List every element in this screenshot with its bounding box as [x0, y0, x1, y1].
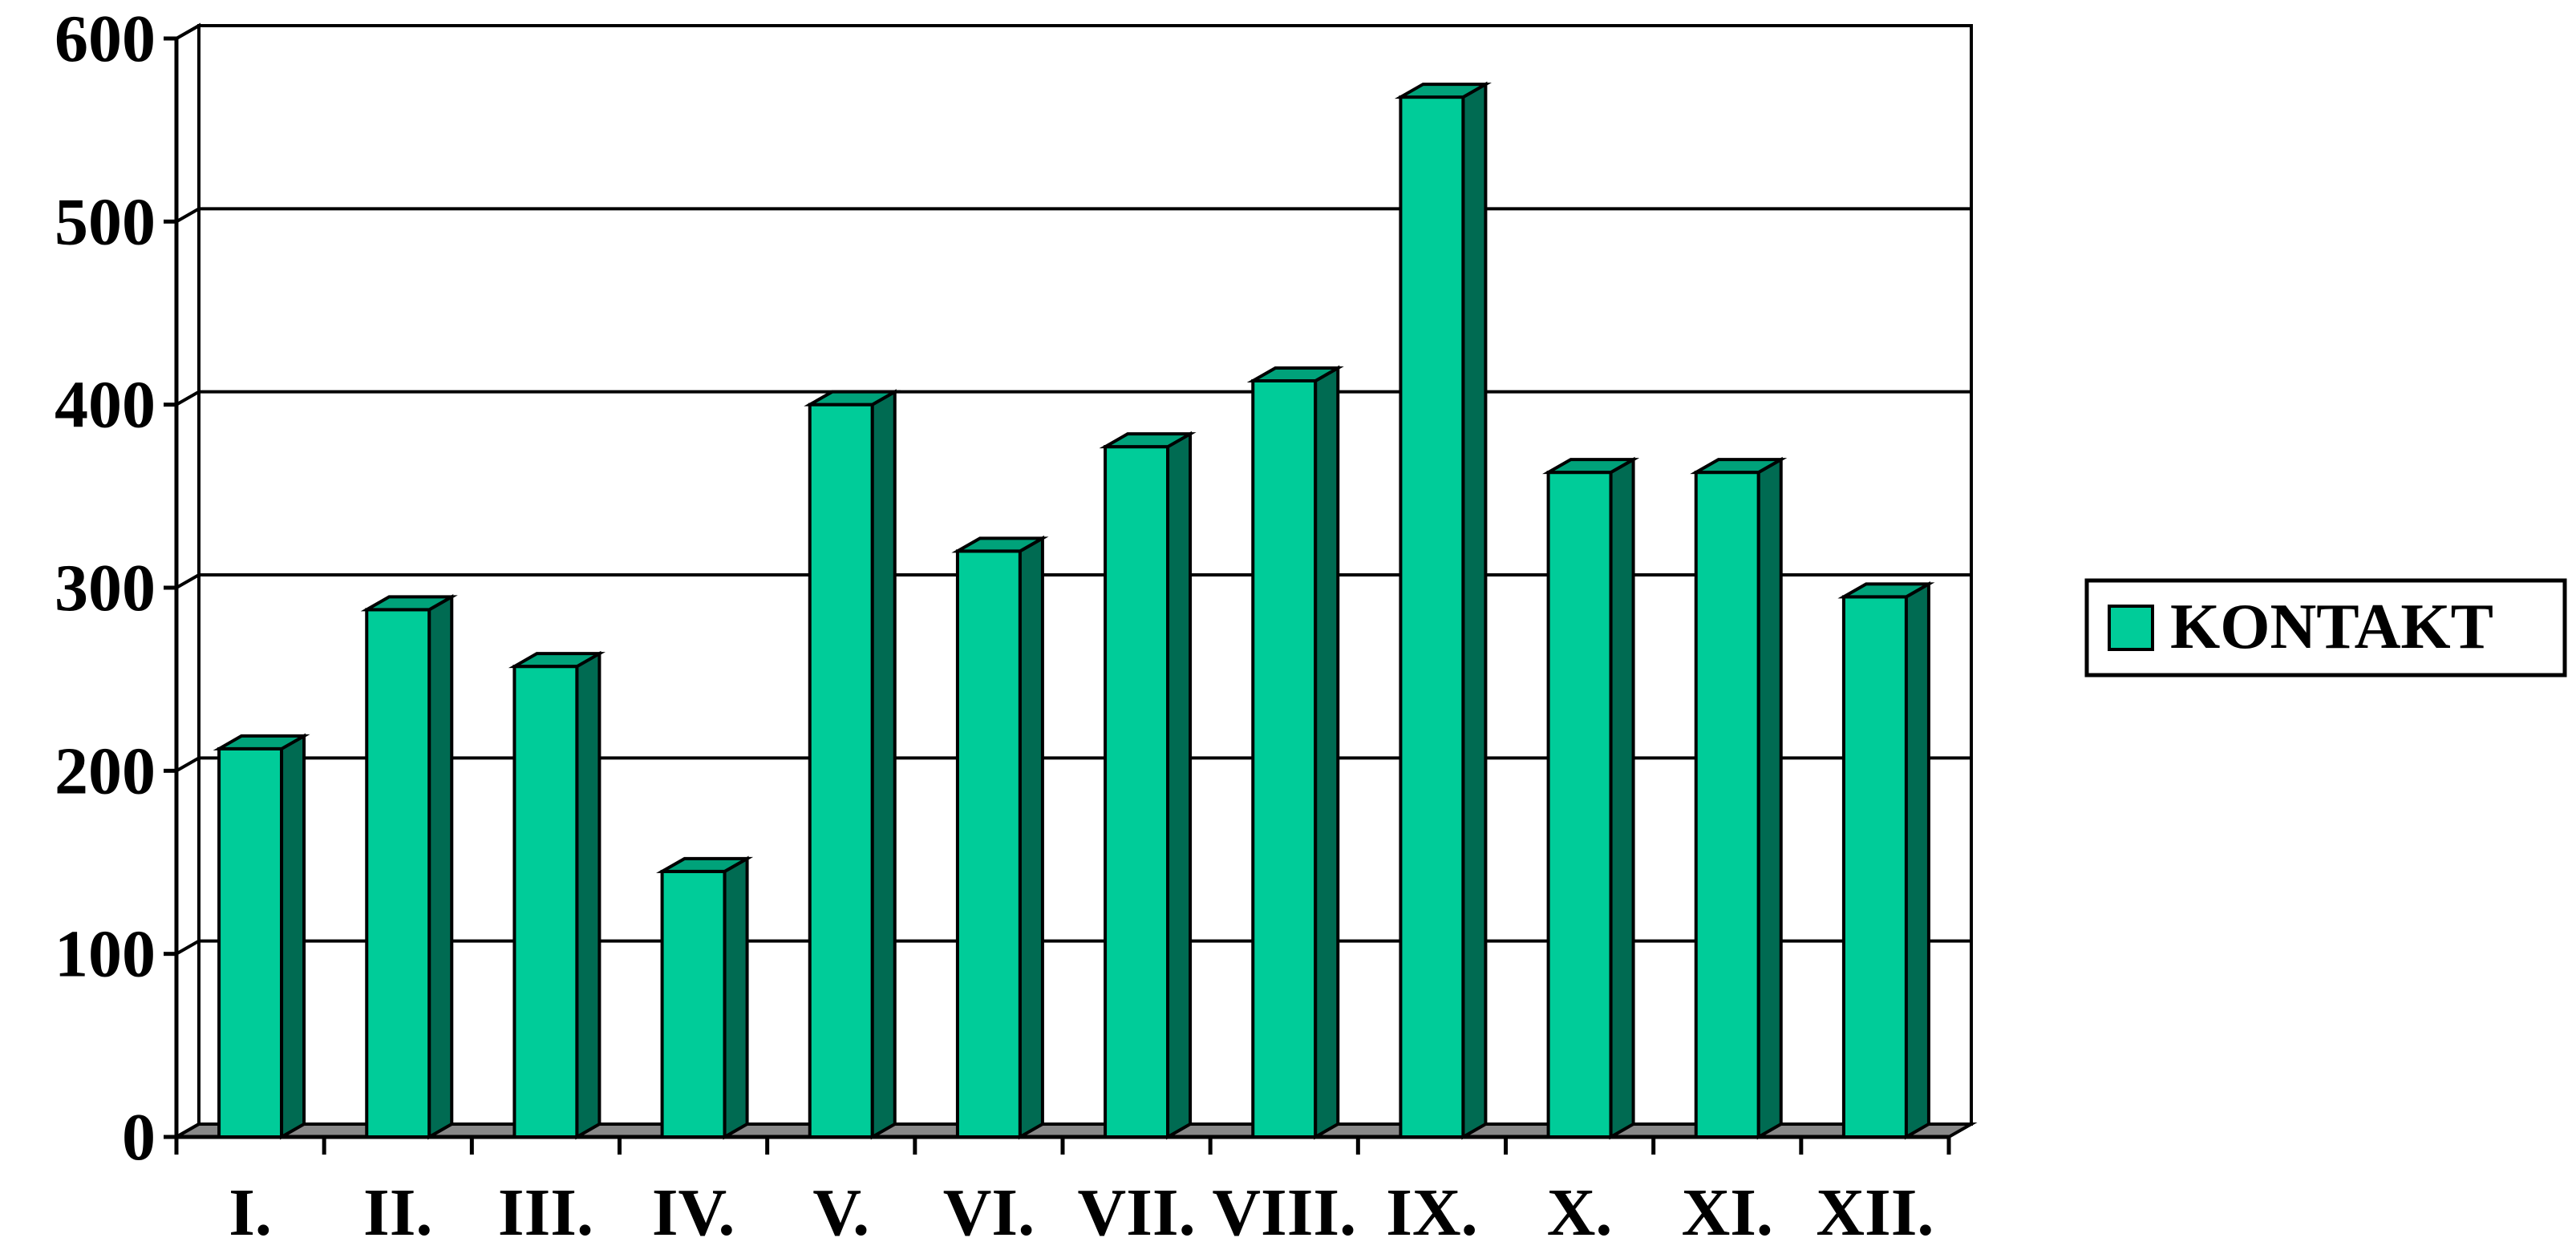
x-tick-label: IV.: [652, 1175, 735, 1250]
bar-top: [508, 652, 606, 669]
bar-front: [1251, 378, 1318, 1139]
bar-top: [1690, 458, 1788, 475]
bar-5: [804, 389, 901, 1140]
x-tick-label: VIII.: [1212, 1175, 1356, 1250]
x-tick-label: IX.: [1386, 1175, 1477, 1250]
wall-gridline: [176, 24, 200, 40]
bar-12: [1837, 580, 1935, 1140]
bar-side: [1166, 431, 1193, 1140]
bar-top: [1837, 582, 1935, 599]
bar-2: [360, 593, 458, 1140]
x-tick-label: V.: [812, 1175, 869, 1250]
bar-11: [1690, 456, 1788, 1140]
x-tick-label: II.: [363, 1175, 432, 1250]
y-tick-label: 500: [55, 184, 156, 259]
bar-front: [1104, 445, 1170, 1139]
bars: [213, 81, 1935, 1140]
bar-side: [870, 389, 897, 1140]
bar-3: [508, 650, 606, 1140]
bar-top: [213, 734, 310, 750]
bar-top: [1542, 458, 1640, 475]
bar-top: [656, 856, 754, 873]
bar-front: [365, 608, 431, 1139]
bar-4: [656, 856, 754, 1140]
bar-front: [512, 665, 579, 1139]
legend-box: [2084, 578, 2567, 678]
bar-front: [217, 746, 284, 1139]
wall-gridline: [176, 573, 200, 589]
bar-7: [1099, 431, 1197, 1140]
bar-front: [1841, 595, 1908, 1139]
bar-top: [360, 595, 458, 612]
y-axis-tick-labels: 0 100 200 300 400 500 600: [55, 2, 176, 1175]
bar-8: [1246, 365, 1344, 1140]
bar-top: [951, 536, 1049, 553]
bar-10: [1542, 456, 1640, 1140]
bar-top: [1099, 432, 1197, 449]
wall-gridline: [176, 939, 200, 956]
wall-gridline: [176, 207, 200, 224]
x-tick-label: I.: [229, 1175, 272, 1250]
wall-gridline: [176, 756, 200, 773]
x-tick-label: XII.: [1816, 1175, 1934, 1250]
bar-front: [808, 402, 874, 1139]
y-tick-label: 300: [55, 551, 156, 625]
bar-front: [1694, 471, 1760, 1139]
x-axis-tick-labels: I. II. III. IV. V. VI. VII. VIII. IX. X. XI. XII.: [174, 1137, 1951, 1250]
bar-top: [1394, 83, 1492, 99]
bar-front: [1546, 471, 1613, 1139]
x-tick-label: III.: [498, 1175, 593, 1250]
bar-side: [575, 650, 601, 1140]
bar-front: [660, 869, 727, 1139]
bar-side: [723, 856, 749, 1140]
bar-side: [280, 733, 306, 1140]
bar-6: [951, 535, 1049, 1140]
x-tick-label: VI.: [943, 1175, 1035, 1250]
legend-swatch: [2108, 605, 2154, 651]
legend-label-kontakt: KONTAKT: [2170, 592, 2493, 662]
bar-side: [1314, 365, 1340, 1140]
wall-gridline: [176, 390, 200, 407]
x-tick-label: VII.: [1078, 1175, 1196, 1250]
bar-front: [955, 549, 1022, 1139]
gridlines: [176, 24, 1971, 1139]
x-tick-label: X.: [1547, 1175, 1613, 1250]
y-tick-label: 600: [55, 2, 156, 76]
bar-side: [1756, 456, 1783, 1140]
bar-side: [1461, 81, 1488, 1140]
bar-side: [427, 593, 454, 1140]
bar-top: [804, 390, 901, 407]
y-tick-label: 400: [55, 368, 156, 443]
y-tick-label: 100: [55, 917, 156, 992]
bar-side: [1904, 580, 1930, 1140]
bar-9: [1394, 81, 1492, 1140]
bar-side: [1609, 456, 1635, 1140]
bar-top: [1246, 366, 1344, 382]
bar-front: [1399, 95, 1465, 1139]
x-tick-label: XI.: [1682, 1175, 1773, 1250]
y-tick-label: 200: [55, 734, 156, 808]
bar-1: [213, 733, 310, 1140]
legend: KONTAKT: [2084, 578, 2567, 678]
bar-side: [1018, 535, 1044, 1140]
y-tick-label: 0: [122, 1100, 156, 1175]
